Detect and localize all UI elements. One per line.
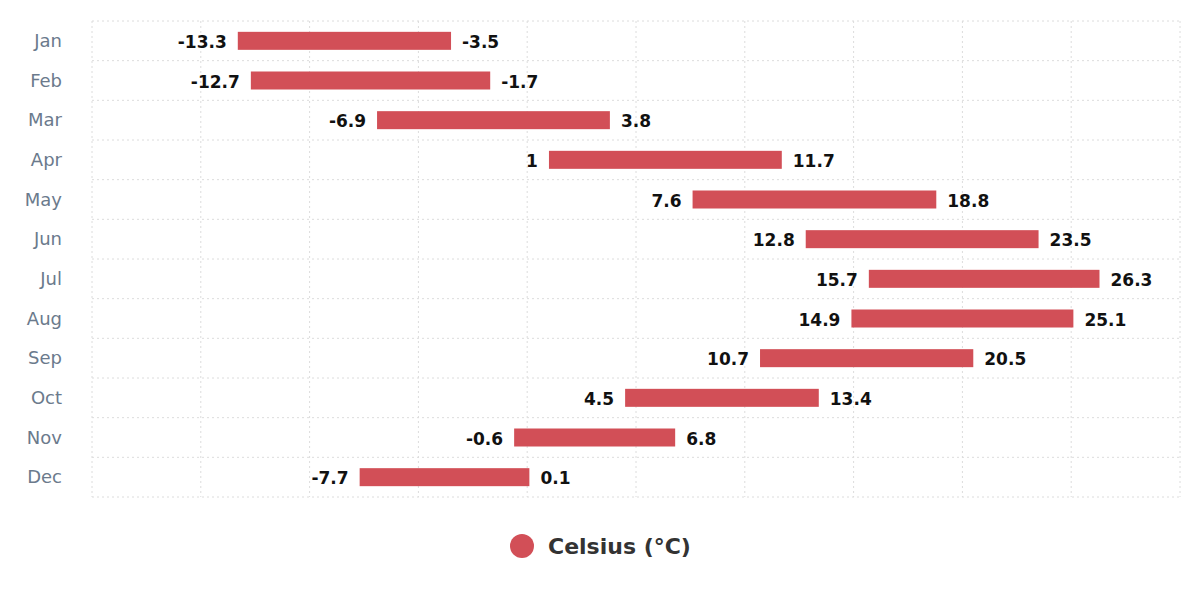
data-label: -12.7 [191,72,240,92]
data-label: 10.7 [707,349,749,369]
range-bar [377,111,610,129]
range-bar [360,468,530,486]
category-label: Mar [28,109,63,130]
category-label: Sep [28,347,62,368]
range-bar [806,230,1039,248]
data-label: 12.8 [753,230,795,250]
data-label: -1.7 [501,72,538,92]
row-grid-line [92,219,1180,220]
grid-line [309,21,310,497]
grid-line [200,21,201,497]
category-label: Feb [30,70,62,91]
data-label: 23.5 [1050,230,1092,250]
data-label: 13.4 [830,389,872,409]
data-label: 11.7 [793,151,835,171]
grid-line [418,21,419,497]
data-label: -7.7 [311,468,348,488]
data-label: 15.7 [816,270,858,290]
data-label: 20.5 [984,349,1026,369]
range-bar [238,32,451,50]
range-bar [251,72,490,90]
grid-line [744,21,745,497]
row-grid-line [92,140,1180,141]
range-bar [851,310,1073,328]
category-label: Dec [27,466,62,487]
row-grid-line [92,298,1180,299]
grid-line [636,21,637,497]
grid-line [1071,21,1072,497]
category-label: May [25,189,63,210]
range-bar [693,191,937,209]
category-label: Nov [27,427,62,448]
range-bar [625,389,819,407]
grid-line [962,21,963,497]
category-label: Apr [31,149,63,170]
legend: Celsius (°C) [510,534,691,559]
chart-container: Jan Feb Mar Apr May Jun Jul Aug Sep Oct Nov Dec -13.… [0,0,1200,600]
category-label: Oct [31,387,62,408]
data-label: -6.9 [329,111,366,131]
data-label: 14.9 [798,310,840,330]
grid-line [853,21,854,497]
range-bar [549,151,782,169]
data-label: 18.8 [947,191,989,211]
data-label: 7.6 [651,191,681,211]
bars [238,32,1100,486]
grid-line [1180,21,1181,497]
data-label: 0.1 [540,468,570,488]
grid [92,21,1180,497]
category-label: Jul [39,268,62,289]
data-label: 4.5 [584,389,614,409]
data-label: -3.5 [462,32,499,52]
chart: Jan Feb Mar Apr May Jun Jul Aug Sep Oct Nov Dec -13.… [0,0,1200,600]
category-label: Jun [33,228,62,249]
data-label: 26.3 [1110,270,1152,290]
category-label: Aug [27,308,62,329]
legend-label: Celsius (°C) [548,534,691,559]
data-label: 25.1 [1084,310,1126,330]
grid-line [527,21,528,497]
data-label: 3.8 [621,111,651,131]
range-bar [514,429,675,447]
data-label: 1 [526,151,538,171]
row-grid-line [92,100,1180,101]
legend-marker [510,534,534,558]
data-label: 6.8 [686,429,716,449]
range-bar [869,270,1100,288]
range-bar [760,349,973,367]
row-grid-line [92,179,1180,180]
category-label: Jan [33,30,62,51]
row-grid-line [92,259,1180,260]
grid-line [92,21,93,497]
data-label: -0.6 [466,429,503,449]
data-label: -13.3 [178,32,227,52]
